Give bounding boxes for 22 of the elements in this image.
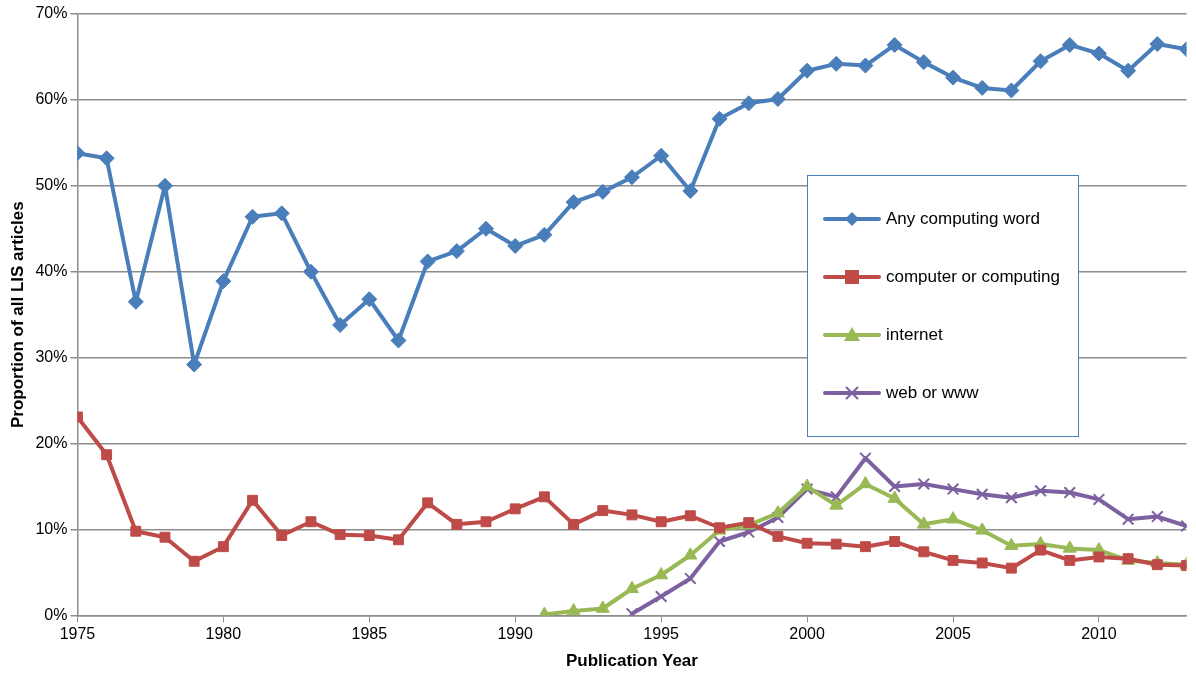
y-tick-label: 70% — [35, 4, 68, 22]
y-tick-label: 60% — [35, 90, 68, 108]
x-tick-label: 2010 — [1081, 625, 1117, 643]
x-axis-title: Publication Year — [565, 651, 699, 671]
x-tick-label: 1985 — [351, 625, 388, 643]
x-tick-label: 1975 — [59, 625, 96, 643]
x-tick-label: 2000 — [789, 625, 825, 643]
legend-label: computer or computing — [886, 267, 1060, 287]
legend-label: internet — [886, 325, 943, 345]
x-tick-label: 1990 — [497, 625, 534, 643]
y-tick-label: 0% — [44, 605, 68, 623]
y-tick-label: 40% — [35, 262, 68, 280]
x-tick-label: 2005 — [935, 625, 971, 643]
y-tick-label: 10% — [35, 519, 68, 537]
y-tick-label: 50% — [35, 176, 68, 194]
legend-label: Any computing word — [886, 209, 1041, 229]
y-axis-title: Proportion of all LIS articles — [7, 201, 27, 429]
y-tick-label: 30% — [35, 348, 68, 366]
y-tick-label: 20% — [35, 433, 68, 451]
x-tick-label: 1980 — [205, 625, 242, 643]
x-tick-label: 1995 — [643, 625, 680, 643]
legend-label: web or www — [886, 383, 979, 403]
